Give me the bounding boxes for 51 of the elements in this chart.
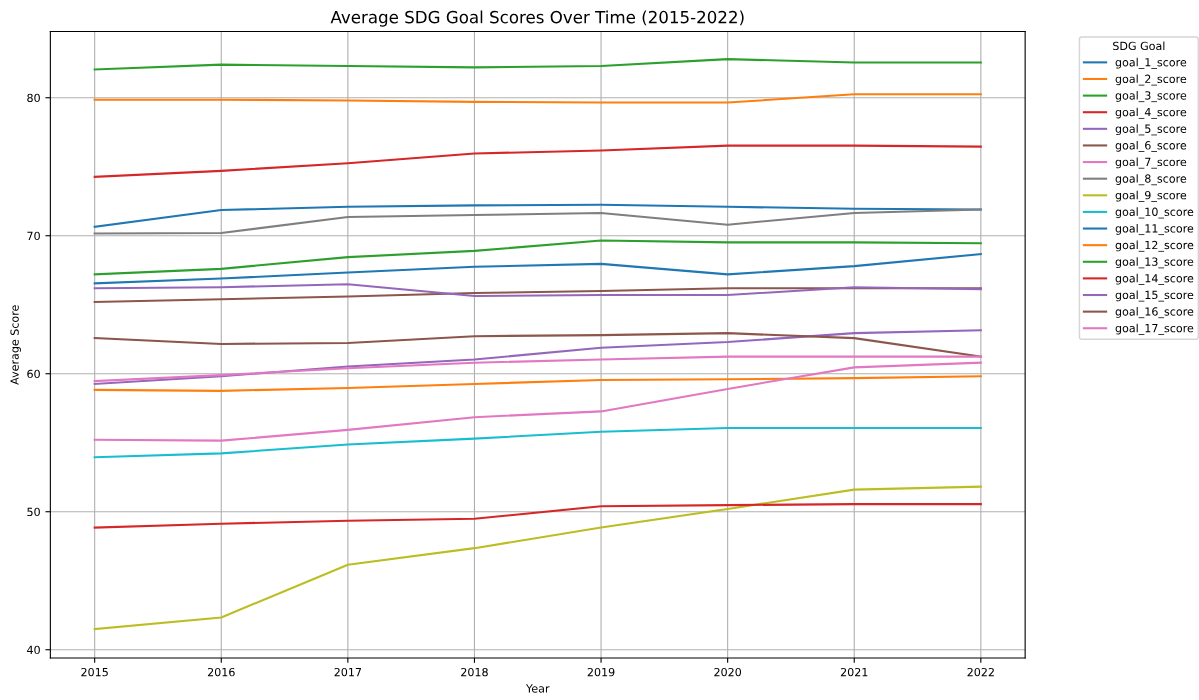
legend-label: goal_8_score — [1115, 174, 1187, 186]
legend-label: goal_1_score — [1115, 57, 1187, 69]
x-tick-label: 2016 — [207, 667, 235, 677]
line-series — [93, 503, 982, 529]
y-tick-label: 70 — [27, 231, 40, 241]
line-series — [93, 485, 982, 631]
y-axis-title: Average Score — [10, 305, 21, 385]
line-series — [93, 144, 982, 178]
chart-title: Average SDG Goal Scores Over Time (2015-2022) — [330, 10, 744, 27]
line-series — [93, 332, 982, 358]
line-series — [93, 203, 982, 228]
legend-label: goal_13_score — [1115, 257, 1194, 269]
legend-label: goal_6_score — [1115, 140, 1187, 152]
y-tick-label: 50 — [27, 507, 40, 517]
x-tick-label: 2019 — [587, 667, 615, 677]
line-series — [93, 426, 982, 459]
legend-title: SDG Goal — [1113, 41, 1165, 51]
legend-label: goal_12_score — [1115, 240, 1194, 252]
line-series — [93, 208, 982, 235]
x-axis-title: Year — [525, 684, 550, 693]
x-tick-label: 2015 — [81, 667, 108, 677]
legend-label: goal_4_score — [1115, 107, 1187, 119]
legend-label: goal_11_score — [1115, 223, 1194, 236]
legend-label: goal_9_score — [1115, 190, 1187, 202]
legend-label: goal_15_score — [1115, 290, 1194, 302]
line-series — [93, 239, 982, 276]
x-tick-label: 2022 — [967, 667, 994, 677]
y-tick-label: 60 — [27, 369, 40, 379]
legend-label: goal_16_score — [1115, 307, 1194, 319]
line-series — [93, 58, 982, 71]
x-tick-label: 2020 — [714, 667, 742, 677]
legend-label: goal_5_score — [1115, 124, 1187, 136]
line-series — [93, 361, 982, 442]
legend-label: goal_10_score — [1115, 207, 1194, 219]
line-series — [93, 253, 982, 285]
line-series — [93, 355, 982, 383]
x-tick-label: 2017 — [334, 667, 362, 677]
y-tick-label: 80 — [27, 93, 40, 103]
x-tick-label: 2018 — [461, 667, 488, 677]
line-series — [93, 375, 982, 392]
x-tick-label: 2021 — [840, 667, 868, 677]
line-series — [93, 93, 982, 104]
line-series — [93, 329, 982, 385]
line-series — [93, 287, 982, 304]
legend-label: goal_2_score — [1115, 74, 1187, 86]
legend-label: goal_17_score — [1115, 323, 1194, 335]
y-tick-label: 40 — [27, 645, 40, 655]
legend-label: goal_7_score — [1115, 157, 1187, 169]
legend-label: goal_14_score — [1115, 273, 1194, 285]
line-series — [93, 283, 982, 298]
legend-label: goal_3_score — [1115, 91, 1187, 103]
